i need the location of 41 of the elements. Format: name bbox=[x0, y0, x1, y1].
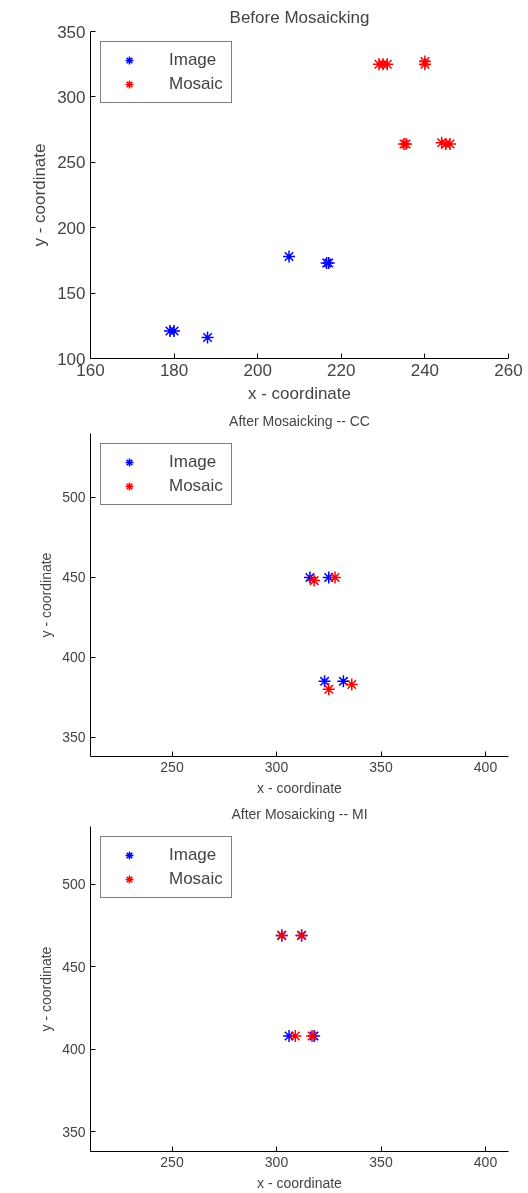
y-tick-label: 450 bbox=[62, 958, 86, 975]
x-axis-title: x - coordinate bbox=[257, 1174, 343, 1191]
y-tick-label: 400 bbox=[62, 1041, 86, 1058]
legend-label: Image bbox=[169, 845, 217, 865]
y-axis-title: y - coordinate bbox=[30, 143, 50, 247]
y-tick-label: 300 bbox=[57, 87, 86, 107]
y-tick-label: 400 bbox=[62, 649, 86, 666]
y-tick-label: 500 bbox=[62, 489, 86, 506]
x-tick-label: 180 bbox=[159, 360, 189, 380]
x-tick-label: 400 bbox=[473, 1153, 498, 1170]
x-tick-label: 300 bbox=[264, 758, 289, 775]
x-axis-title: x - coordinate bbox=[248, 383, 351, 403]
x-tick-label: 300 bbox=[264, 1153, 289, 1170]
legend-label: Mosaic bbox=[169, 476, 223, 496]
legend-label: Image bbox=[169, 452, 217, 472]
y-tick-label: 150 bbox=[57, 284, 86, 304]
y-tick-label: 350 bbox=[57, 22, 86, 42]
x-tick-label: 220 bbox=[327, 360, 356, 380]
x-tick-label: 250 bbox=[160, 1153, 184, 1170]
x-axis-title: x - coordinate bbox=[257, 779, 343, 796]
legend-label: Mosaic bbox=[169, 74, 223, 94]
x-tick-label: 350 bbox=[369, 1153, 393, 1170]
legend-label: Mosaic bbox=[169, 869, 223, 889]
y-tick-label: 450 bbox=[62, 569, 86, 586]
x-tick-label: 350 bbox=[369, 758, 393, 775]
chart-title: After Mosaicking -- MI bbox=[231, 805, 368, 822]
y-tick-label: 350 bbox=[62, 1123, 86, 1140]
x-tick-label: 260 bbox=[494, 360, 523, 380]
legend-label: Image bbox=[169, 50, 217, 70]
y-tick-label: 500 bbox=[62, 876, 86, 893]
y-tick-label: 200 bbox=[57, 218, 86, 238]
x-tick-label: 240 bbox=[410, 360, 440, 380]
y-tick-label: 350 bbox=[62, 729, 86, 746]
x-tick-label: 400 bbox=[473, 758, 498, 775]
y-tick-label: 250 bbox=[57, 153, 86, 173]
y-axis-title: y - coordinate bbox=[38, 946, 55, 1032]
y-axis-title: y - coordinate bbox=[38, 552, 55, 638]
x-tick-label: 200 bbox=[243, 360, 272, 380]
x-tick-label: 250 bbox=[160, 758, 184, 775]
chart-title: Before Mosaicking bbox=[229, 7, 370, 27]
chart-title: After Mosaicking -- CC bbox=[229, 412, 370, 429]
